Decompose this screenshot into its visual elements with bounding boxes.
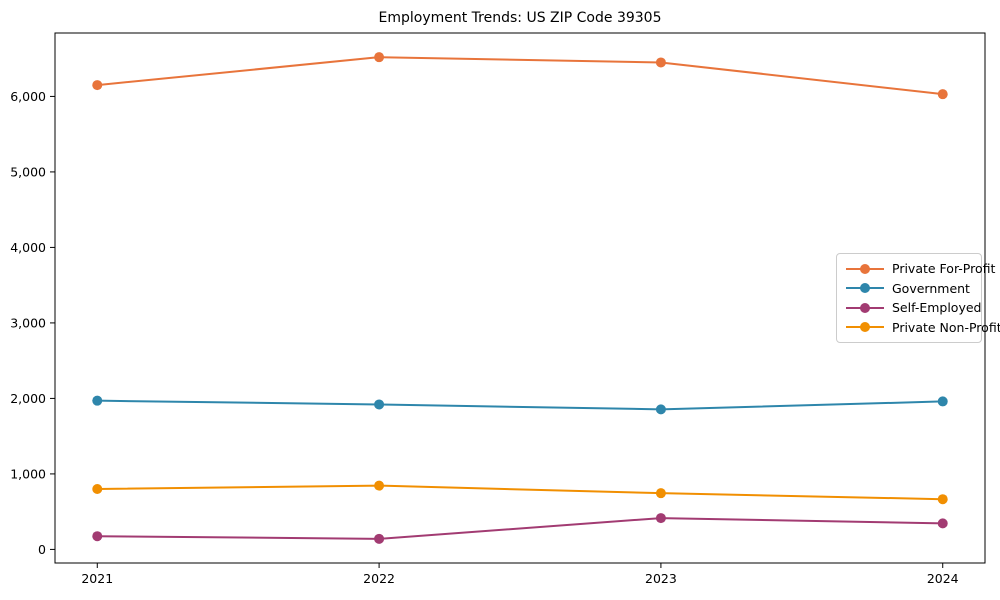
- y-tick-label: 0: [38, 542, 46, 557]
- y-tick-label: 1,000: [10, 466, 46, 481]
- legend-line-marker-icon: [846, 263, 884, 275]
- legend-line-marker-icon: [846, 302, 884, 314]
- legend-label: Self-Employed: [892, 300, 982, 316]
- legend-label: Government: [892, 280, 970, 296]
- legend-label: Private For-Profit: [892, 261, 996, 277]
- data-point: [655, 404, 666, 415]
- data-point: [374, 52, 385, 63]
- y-tick-label: 3,000: [10, 315, 46, 330]
- y-tick-label: 5,000: [10, 164, 46, 179]
- data-point: [655, 513, 666, 524]
- data-point: [655, 488, 666, 499]
- series-line-private-non-profit: [97, 484, 943, 501]
- plot-area-border: [54, 32, 986, 564]
- legend-entry: Self-Employed: [846, 298, 981, 318]
- legend: Private For-Profit Government Self-Employe…: [836, 253, 1000, 343]
- x-tick-label: 2023: [645, 571, 677, 586]
- data-point: [937, 396, 948, 407]
- y-tick-label: 4,000: [10, 240, 46, 255]
- data-point: [374, 399, 385, 410]
- data-point: [937, 89, 948, 100]
- legend-label: Private Non-Profit: [892, 319, 1000, 335]
- data-point: [937, 494, 948, 505]
- data-point: [92, 395, 103, 406]
- data-point: [374, 480, 385, 491]
- series-line-private-for-profit: [97, 56, 943, 96]
- legend-line-marker-icon: [846, 282, 884, 294]
- data-point: [374, 533, 385, 544]
- data-point: [92, 531, 103, 542]
- x-tick-label: 2022: [363, 571, 395, 586]
- x-tick-label: 2021: [81, 571, 113, 586]
- legend-entry: Private For-Profit: [846, 259, 995, 279]
- data-point: [92, 484, 103, 495]
- data-point: [92, 80, 103, 91]
- data-point: [655, 57, 666, 68]
- y-tick-label: 6,000: [10, 89, 46, 104]
- data-point: [937, 518, 948, 529]
- legend-entry: Government: [846, 279, 972, 299]
- series-line-self-employed: [97, 517, 943, 540]
- series-line-government: [97, 399, 943, 411]
- chart-title: Employment Trends: US ZIP Code 39305: [378, 10, 662, 26]
- x-tick-label: 2024: [927, 571, 959, 586]
- legend-line-marker-icon: [846, 321, 884, 333]
- legend-entry: Private Non-Profit: [846, 318, 1000, 338]
- y-tick-label: 2,000: [10, 391, 46, 406]
